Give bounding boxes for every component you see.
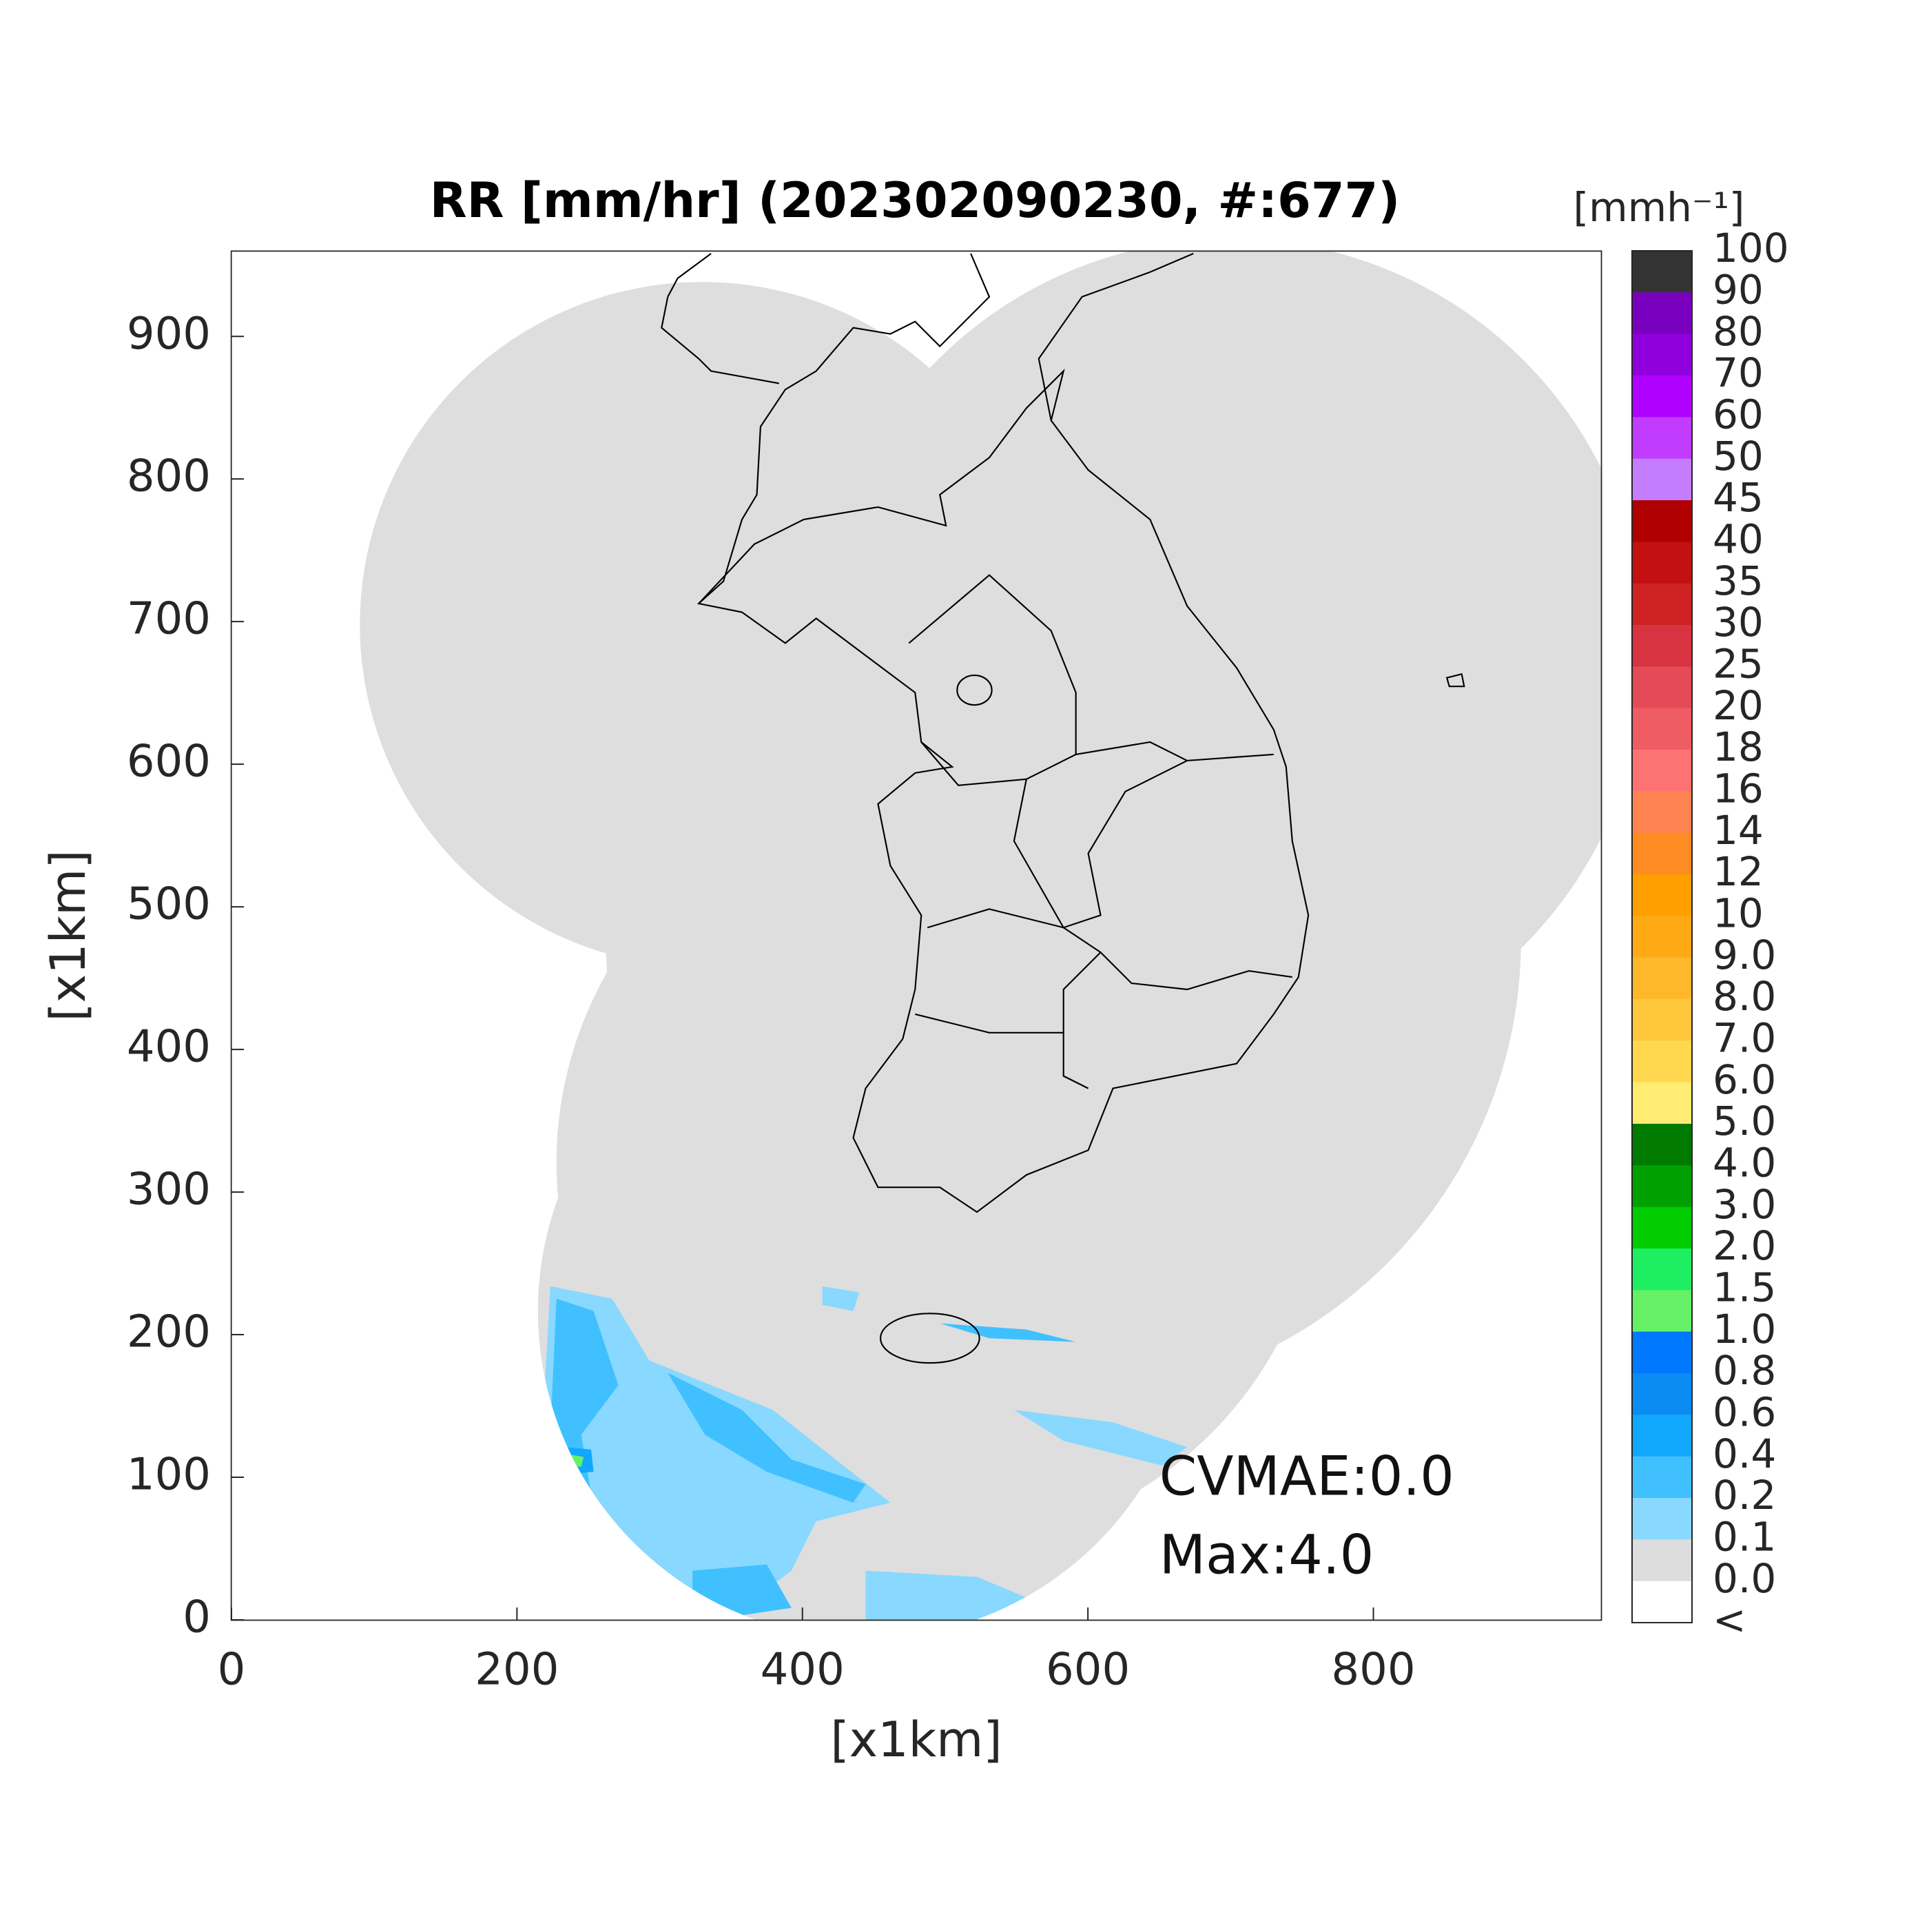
colorbar-label: 9.0 — [1713, 932, 1776, 978]
colorbar-box — [1632, 1456, 1692, 1499]
colorbar-label: 45 — [1713, 474, 1764, 521]
colorbar-label: 12 — [1713, 848, 1764, 895]
colorbar-frame — [1631, 250, 1693, 1623]
colorbar-label: 5.0 — [1713, 1098, 1776, 1144]
y-tick-label: 0 — [183, 1592, 211, 1643]
chart-title: RR [mm/hr] (202302090230, #:677) — [430, 172, 1401, 229]
colorbar-label: 0.1 — [1713, 1513, 1776, 1560]
colorbar-box — [1632, 874, 1692, 916]
colorbar-label: 0.2 — [1713, 1472, 1776, 1519]
colorbar-label: 3.0 — [1713, 1181, 1776, 1228]
y-tick-label: 700 — [127, 594, 211, 645]
colorbar-box — [1632, 708, 1692, 750]
y-tick-label: 500 — [127, 879, 211, 930]
colorbar-box — [1632, 333, 1692, 376]
colorbar-box — [1632, 832, 1692, 875]
colorbar-box — [1632, 957, 1692, 1000]
colorbar-label: 20 — [1713, 682, 1764, 729]
colorbar-label: 8.0 — [1713, 973, 1776, 1020]
colorbar-label: 16 — [1713, 765, 1764, 812]
colorbar-box — [1632, 500, 1692, 542]
y-tick-label: 900 — [127, 309, 211, 360]
colorbar-box — [1632, 583, 1692, 626]
colorbar-label: 0.8 — [1713, 1347, 1776, 1394]
colorbar-box — [1632, 1206, 1692, 1249]
colorbar-label: 50 — [1713, 433, 1764, 480]
y-tick-label: 800 — [127, 451, 211, 502]
colorbar-box — [1632, 1373, 1692, 1415]
colorbar-label: 18 — [1713, 723, 1764, 770]
colorbar-label: 14 — [1713, 807, 1764, 854]
y-tick-label: 600 — [127, 737, 211, 788]
colorbar-box — [1632, 1331, 1692, 1374]
plot-frame — [230, 250, 1602, 1621]
y-tick-label: 200 — [127, 1307, 211, 1358]
colorbar-label: < — [1713, 1596, 1746, 1643]
y-tick-label: 100 — [127, 1450, 211, 1501]
colorbar-label: 0.4 — [1713, 1430, 1776, 1477]
colorbar-box — [1632, 1581, 1692, 1623]
colorbar-label: 40 — [1713, 515, 1764, 562]
colorbar-box — [1632, 458, 1692, 501]
y-axis-label: [x1km] — [40, 850, 96, 1021]
colorbar-label: 35 — [1713, 557, 1764, 604]
colorbar-label: 10 — [1713, 890, 1764, 936]
colorbar-box — [1632, 999, 1692, 1041]
colorbar-box — [1632, 1498, 1692, 1540]
colorbar-box — [1632, 417, 1692, 460]
colorbar-label: 25 — [1713, 640, 1764, 687]
coastline — [661, 252, 1465, 1364]
colorbar-label: 0.0 — [1713, 1555, 1776, 1602]
x-tick-label: 800 — [1331, 1645, 1415, 1696]
colorbar-label: 7.0 — [1713, 1014, 1776, 1061]
x-tick-label: 0 — [218, 1645, 246, 1696]
colorbar-box — [1632, 1290, 1692, 1333]
colorbar-label: 4.0 — [1713, 1139, 1776, 1186]
colorbar-label: 0.6 — [1713, 1388, 1776, 1435]
colorbar-box — [1632, 1124, 1692, 1166]
colorbar-box — [1632, 1248, 1692, 1291]
y-tick-label: 400 — [127, 1022, 211, 1073]
x-axis-label: [x1km] — [830, 1712, 1002, 1768]
colorbar-label: 1.0 — [1713, 1306, 1776, 1353]
map-layer — [230, 250, 1602, 1621]
colorbar-box — [1632, 1415, 1692, 1457]
radar-coverage — [360, 251, 1602, 1621]
colorbar-label: 80 — [1713, 308, 1764, 355]
colorbar-label: 1.5 — [1713, 1264, 1776, 1311]
colorbar-box — [1632, 376, 1692, 418]
colorbar-box — [1632, 1040, 1692, 1083]
annotation: Max:4.0 — [1159, 1524, 1374, 1586]
colorbar-box — [1632, 1082, 1692, 1124]
colorbar-box — [1632, 1539, 1692, 1582]
colorbar-box — [1632, 916, 1692, 958]
colorbar-title: [mmh⁻¹] — [1574, 184, 1745, 231]
colorbar-box — [1632, 791, 1692, 834]
colorbar-label: 6.0 — [1713, 1056, 1776, 1103]
annotation: CVMAE:0.0 — [1159, 1446, 1454, 1508]
colorbar-label: 30 — [1713, 599, 1764, 646]
y-tick-label: 300 — [127, 1164, 211, 1215]
colorbar-box — [1632, 542, 1692, 584]
colorbar-box — [1632, 625, 1692, 667]
colorbar-label: 100 — [1713, 225, 1789, 271]
colorbar-box — [1632, 251, 1692, 293]
colorbar-label: 2.0 — [1713, 1222, 1776, 1269]
colorbar-label: 70 — [1713, 349, 1764, 396]
colorbar-label: 60 — [1713, 391, 1764, 438]
x-tick-label: 200 — [475, 1645, 559, 1696]
x-tick-label: 400 — [761, 1645, 845, 1696]
colorbar-box — [1632, 292, 1692, 335]
colorbar-label: 90 — [1713, 266, 1764, 313]
x-tick-label: 600 — [1046, 1645, 1130, 1696]
colorbar-box — [1632, 1165, 1692, 1208]
colorbar-box — [1632, 666, 1692, 709]
colorbar-box — [1632, 750, 1692, 792]
